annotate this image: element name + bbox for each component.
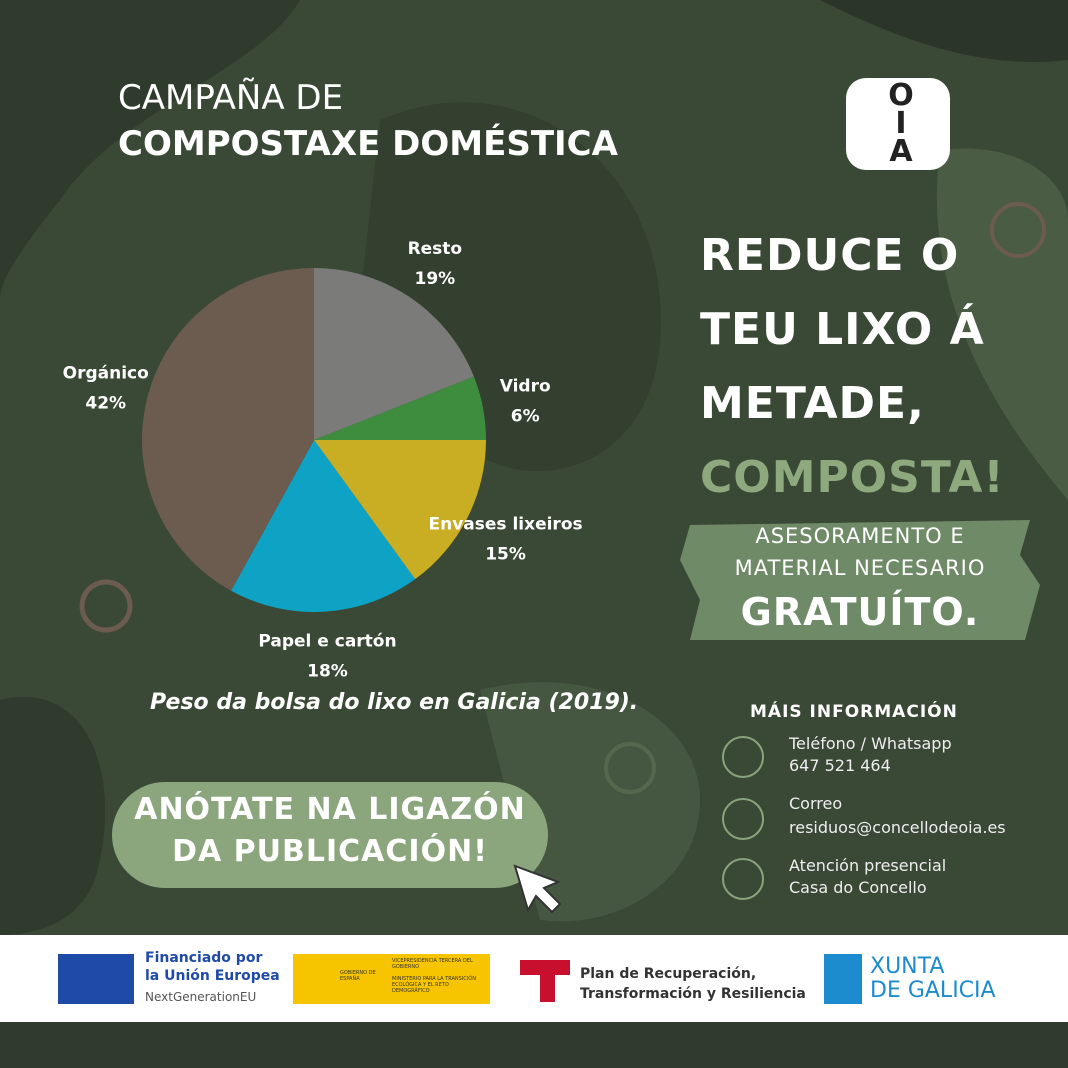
pie-slice	[231, 440, 416, 612]
location-icon	[722, 858, 764, 900]
contact-value: residuos@concellodeoia.es	[789, 818, 1006, 837]
headline-line: TEU LIXO Á	[700, 304, 985, 355]
footer-xunta: XUNTA	[870, 954, 945, 979]
pie-slice	[314, 440, 486, 580]
contact-title: MÁIS INFORMACIÓN	[750, 702, 958, 722]
footer-xunta: DE GALICIA	[870, 978, 996, 1003]
slice-label: Vidro	[500, 377, 551, 397]
contact-label: Atención presencial	[789, 856, 947, 875]
phone-icon	[722, 736, 764, 778]
headline-line: METADE,	[700, 378, 925, 429]
mail-icon	[722, 798, 764, 840]
pie-slice	[142, 268, 314, 591]
footer-eu: la Unión Europea	[145, 968, 280, 984]
contact-value: 647 521 464	[789, 756, 891, 775]
footer-gov: GOBIERNO DE ESPAÑA	[340, 970, 376, 982]
button-line[interactable]: ANÓTATE NA LIGAZÓN	[134, 792, 526, 827]
offer-line: ASESORAMENTO E	[755, 524, 965, 548]
contact-label: Correo	[789, 794, 843, 813]
button-line[interactable]: DA PUBLICACIÓN!	[172, 834, 488, 869]
slice-label: Papel e cartón	[258, 632, 396, 652]
logo-letter: O	[888, 78, 914, 113]
footer-plan: Plan de Recuperación,	[580, 966, 757, 982]
slice-value-label: 6%	[511, 407, 540, 427]
footer-gov: VICEPRESIDENCIA TERCERA DEL GOBIERNO	[392, 958, 473, 970]
contact-label: Teléfono / Whatsapp	[789, 734, 952, 753]
slice-value-label: 15%	[485, 545, 526, 565]
logo-letter: A	[889, 134, 913, 169]
footer-gov: MINISTERIO PARA LA TRANSICIÓN ECOLÓGICA …	[392, 976, 476, 994]
slice-value-label: 42%	[85, 394, 126, 414]
slice-label: Envases lixeiros	[429, 515, 583, 535]
footer-eu: NextGenerationEU	[145, 990, 257, 1004]
headline-line: REDUCE O	[700, 230, 960, 281]
offer-line: MATERIAL NECESARIO	[734, 556, 986, 580]
footer-eu: Financiado por	[145, 950, 263, 966]
slice-value-label: 18%	[307, 662, 348, 682]
footer-plan: Transformación y Resiliencia	[580, 986, 806, 1002]
header-line: COMPOSTAXE DOMÉSTICA	[118, 124, 618, 164]
chart-caption: Peso da bolsa do lixo en Galicia (2019).	[150, 690, 639, 715]
pie-slice	[314, 376, 486, 440]
header-line: CAMPAÑA DE	[118, 78, 344, 118]
slice-label: Orgánico	[63, 364, 149, 384]
logo-letter: I	[895, 106, 907, 141]
pie-slice	[314, 268, 474, 440]
headline-accent: COMPOSTA!	[700, 452, 1005, 503]
offer-accent: GRATUÍTO.	[740, 590, 980, 634]
slice-value-label: 19%	[414, 269, 455, 289]
contact-value: Casa do Concello	[789, 878, 927, 897]
slice-label: Resto	[408, 239, 463, 259]
